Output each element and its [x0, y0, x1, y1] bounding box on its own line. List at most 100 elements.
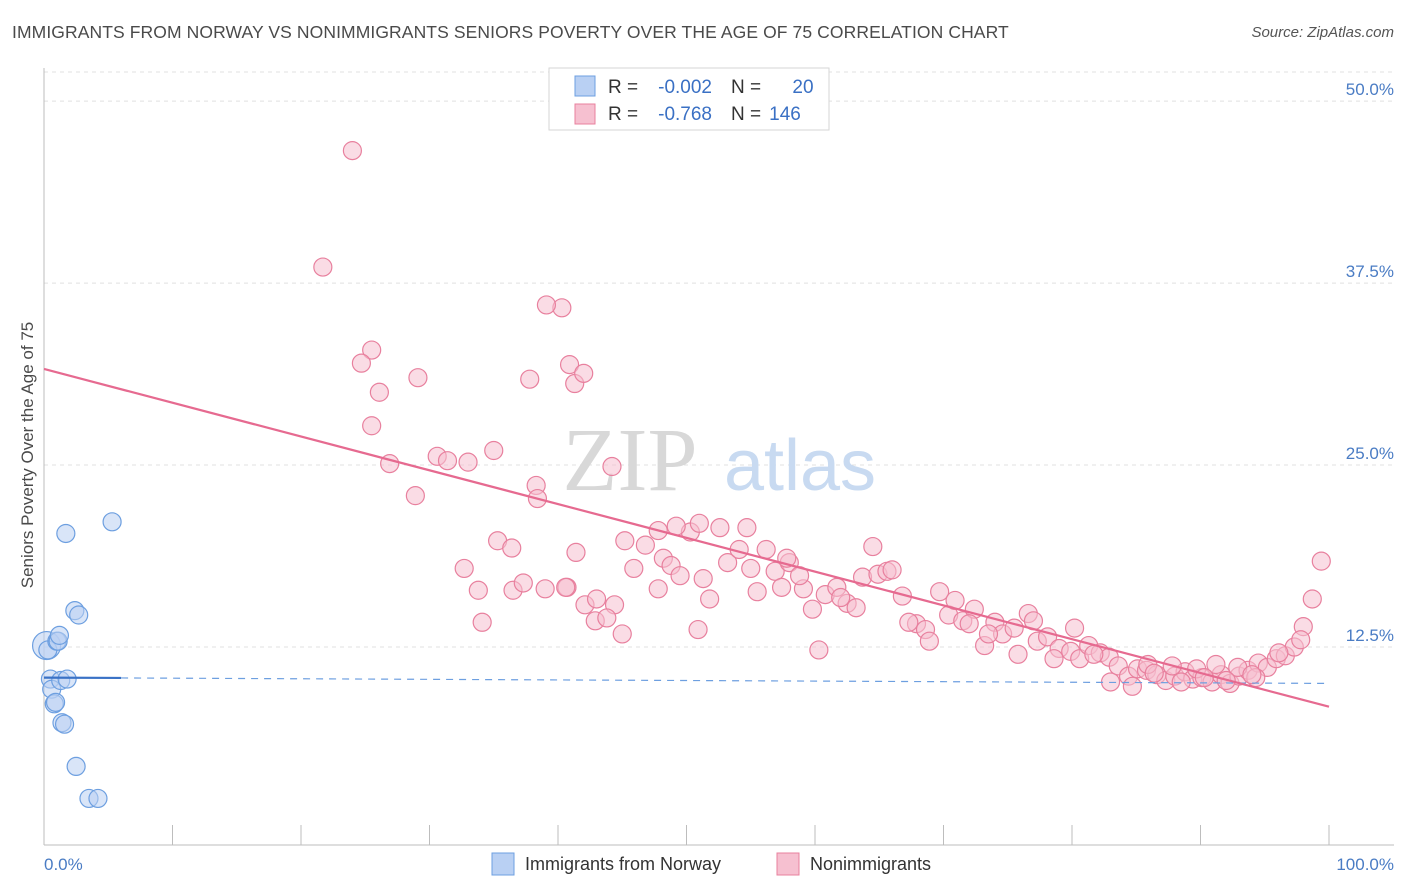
norway-point-5 [45, 692, 66, 712]
nonimmigrant-point-27 [566, 542, 586, 563]
nonimmigrant-point-130 [899, 612, 919, 632]
nonimmigrant-point-144 [597, 608, 617, 628]
norway-point-8 [49, 625, 70, 645]
nonimmigrant-point-29 [468, 580, 488, 600]
nonimmigrant-point-140 [689, 513, 709, 533]
nonimmigrant-point-44 [648, 579, 668, 599]
nonimmigrant-point-20 [536, 295, 557, 315]
nonimmigrant-point-55 [802, 599, 823, 619]
nonimmigrant-point-129 [919, 631, 939, 651]
nonimmigrant-point-50 [756, 539, 776, 560]
nonimmigrant-point-1 [313, 257, 333, 277]
y-tick-label-2: 37.5% [1346, 262, 1394, 281]
nonimmigrant-point-109 [1206, 654, 1226, 675]
norway-trend-dashed [121, 677, 1330, 685]
nonimmigrant-point-66 [930, 582, 950, 602]
nonimmigrant-point-126 [978, 624, 999, 644]
nonimmigrant-point-142 [635, 535, 655, 555]
nonimmigrant-point-112 [1269, 643, 1289, 663]
bottom-legend-swatch-norway [491, 852, 515, 876]
y-axis-label: Seniors Poverty Over the Age of 75 [18, 322, 37, 588]
nonimmigrant-point-113 [1291, 630, 1311, 650]
watermark: ZIP atlas [563, 411, 877, 510]
nonimmigrant-point-137 [747, 582, 767, 602]
y-tick-label-0: 12.5% [1346, 626, 1394, 645]
nonimmigrant-point-47 [718, 552, 738, 573]
axes [43, 68, 1394, 846]
nonimmigrant-point-121 [1084, 644, 1104, 664]
nonimmigrant-point-116 [1144, 663, 1164, 683]
nonimmigrant-point-49 [741, 558, 761, 579]
bottom-legend: Immigrants from Norway Nonimmigrants [491, 852, 931, 876]
nonimmigrant-point-5 [408, 368, 428, 388]
nonimmigrant-point-125 [1008, 644, 1028, 664]
norway-point-12 [56, 523, 76, 544]
x-tick-left: 0.0% [44, 855, 83, 874]
x-tick-right: 100.0% [1336, 855, 1394, 874]
nonimmigrant-point-21 [559, 355, 580, 375]
nonimmigrant-point-4 [369, 382, 389, 402]
legend-n-label-1: N = [731, 77, 761, 98]
legend-n-value-2: 146 [769, 104, 801, 125]
nonimmigrant-point-46 [688, 619, 708, 640]
nonimmigrant-point-105 [1311, 551, 1331, 571]
legend-box: R = -0.002 N = 20 R = -0.768 N = 146 [548, 67, 830, 131]
legend-r-value-1: -0.002 [658, 77, 712, 98]
nonimmigrant-point-120 [1242, 665, 1262, 685]
nonimmigrant-point-37 [602, 456, 622, 477]
chart-source: Source: ZipAtlas.com [1251, 24, 1394, 41]
nonimmigrant-point-60 [863, 536, 883, 557]
legend-swatch-nonimmigrants [574, 103, 596, 125]
nonimmigrant-point-10 [437, 451, 458, 471]
norway-point-19 [102, 512, 122, 532]
nonimmigrant-point-12 [484, 440, 504, 461]
legend-r-label-1: R = [608, 77, 638, 98]
bottom-legend-norway: Immigrants from Norway [525, 854, 721, 874]
nonimmigrant-point-17 [535, 579, 555, 599]
watermark-zip: ZIP [563, 411, 698, 510]
nonimmigrant-point-18 [513, 573, 533, 593]
nonimmigrant-point-34 [615, 531, 635, 551]
nonimmigrant-trend [43, 367, 1330, 708]
nonimmigrant-point-115 [1122, 676, 1142, 696]
norway-point-18 [88, 788, 108, 809]
y-tick-labels: 12.5% 25.0% 37.5% 50.0% [1346, 80, 1394, 645]
nonimmigrant-point-131 [882, 560, 902, 580]
nonimmigrant-point-8 [405, 486, 425, 506]
nonimmigrant-point-139 [710, 518, 730, 538]
legend-r-value-2: -0.768 [658, 104, 712, 125]
nonimmigrant-point-23 [574, 363, 594, 383]
nonimmigrant-point-117 [1171, 672, 1191, 692]
nonimmigrant-point-104 [1302, 589, 1322, 609]
norway-points [31, 512, 122, 809]
legend-n-value-1: 20 [792, 77, 813, 98]
norway-point-16 [66, 756, 86, 777]
nonimmigrant-point-28 [454, 558, 474, 579]
nonimmigrant-point-127 [959, 614, 979, 634]
nonimmigrant-point-3 [351, 353, 371, 373]
legend-r-label-2: R = [608, 104, 638, 125]
nonimmigrant-point-132 [846, 598, 866, 618]
legend-n-label-2: N = [731, 104, 761, 125]
nonimmigrant-point-0 [342, 141, 362, 161]
norway-point-15 [69, 605, 89, 625]
nonimmigrant-point-48 [737, 518, 757, 538]
nonimmigrant-point-123 [1044, 649, 1064, 669]
nonimmigrant-point-45 [700, 589, 720, 609]
chart-title: IMMIGRANTS FROM NORWAY VS NONIMMIGRANTS … [12, 22, 1009, 42]
norway-point-13 [57, 669, 77, 689]
legend-swatch-norway [574, 75, 596, 97]
nonimmigrant-point-26 [586, 589, 607, 609]
nonimmigrant-point-7 [362, 416, 382, 436]
norway-point-11 [54, 714, 75, 734]
nonimmigrant-point-11 [458, 452, 478, 472]
nonimmigrants-points [313, 141, 1331, 696]
nonimmigrant-point-32 [502, 538, 522, 558]
y-tick-label-3: 50.0% [1346, 80, 1394, 99]
nonimmigrant-point-36 [612, 624, 632, 644]
nonimmigrant-point-133 [831, 587, 851, 608]
nonimmigrant-point-2 [362, 340, 382, 360]
watermark-atlas: atlas [724, 426, 876, 506]
trend-lines [43, 367, 1330, 708]
